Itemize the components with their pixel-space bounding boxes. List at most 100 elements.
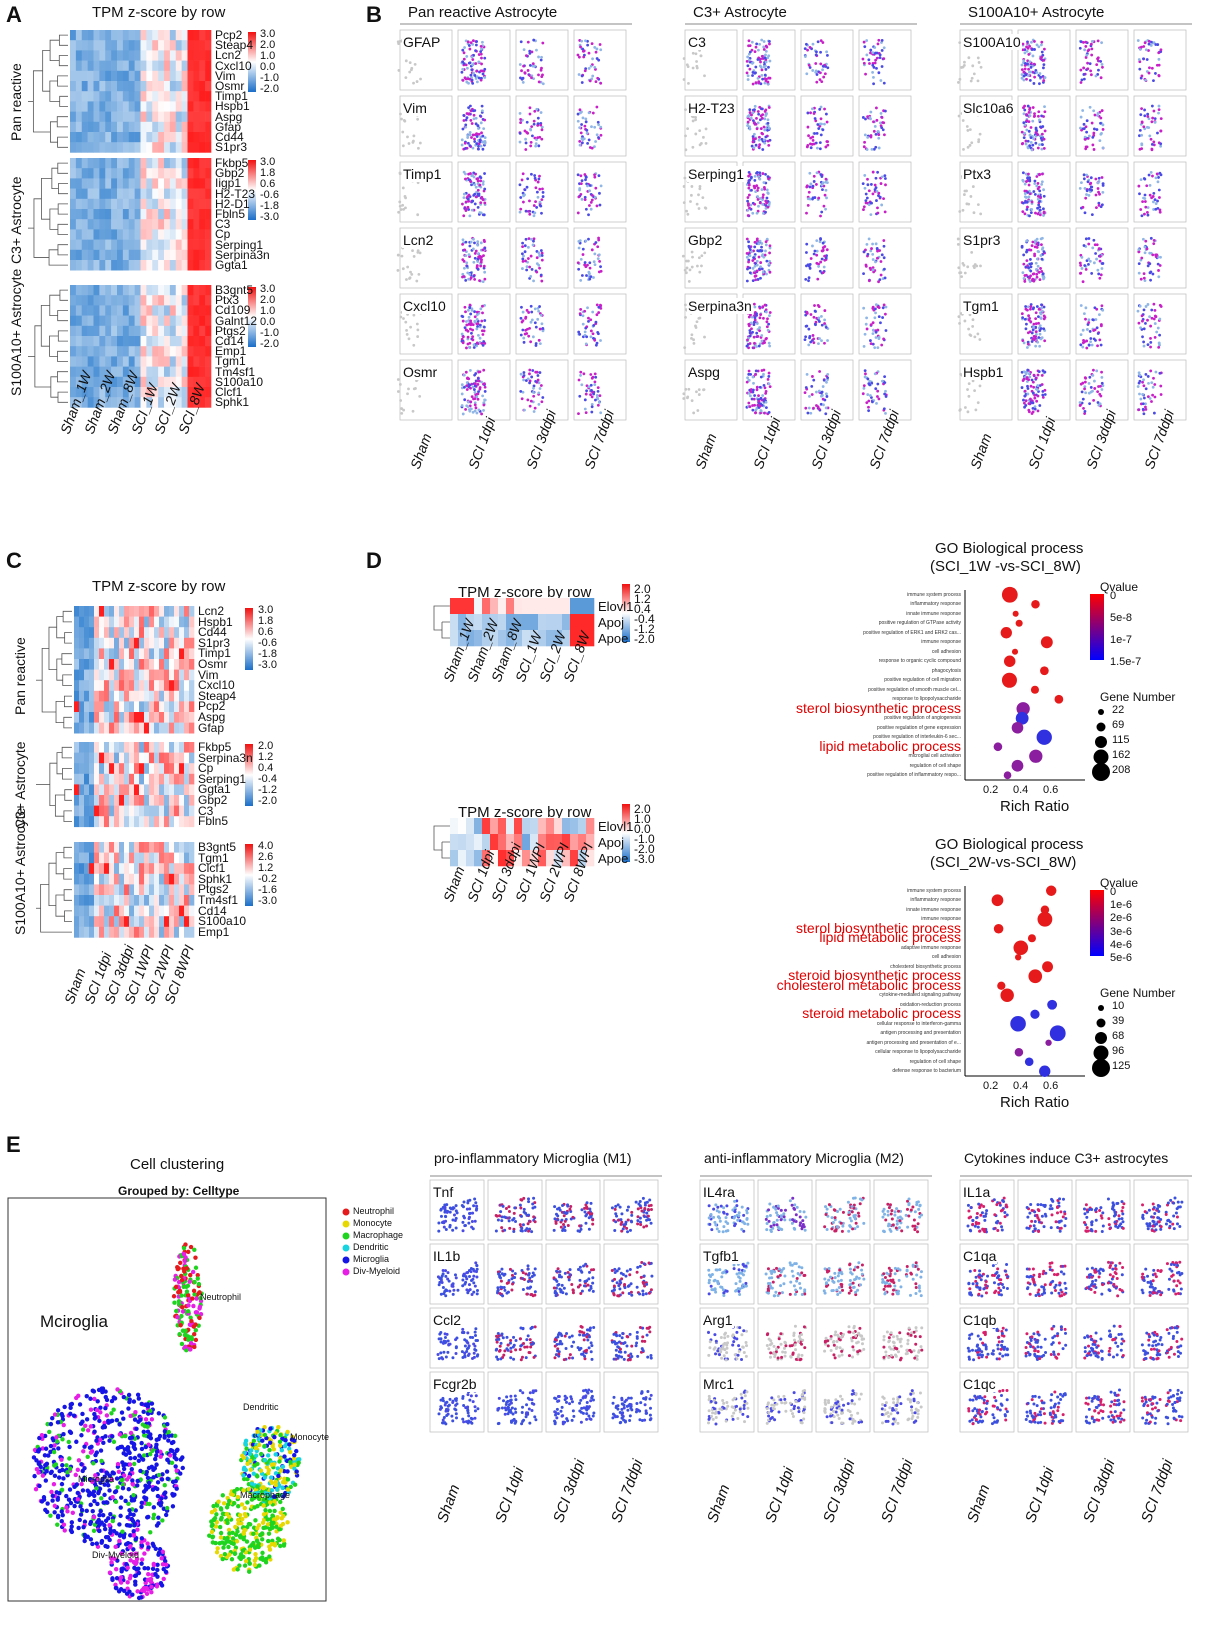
heatmap-cell (111, 101, 118, 112)
cell-point (1080, 78, 1084, 82)
gene-label: C3 (687, 34, 707, 50)
heatmap-cell (179, 712, 185, 723)
heatmap-cell (134, 387, 141, 398)
cell-point (461, 242, 464, 246)
heatmap-cell (105, 40, 112, 51)
heatmap-cell (181, 336, 188, 347)
cell-point (804, 386, 808, 389)
cell-point (754, 45, 758, 49)
cell-point (474, 185, 478, 189)
heatmap-cell (75, 111, 83, 123)
cell-point (1027, 129, 1031, 133)
cell-point (583, 398, 587, 402)
cell-point (1022, 106, 1025, 110)
cell-point (685, 63, 689, 67)
cell-point (1025, 259, 1029, 263)
cell-point (977, 140, 980, 144)
cell-point (876, 170, 880, 174)
heatmap-cell (111, 219, 118, 230)
cell-point (468, 369, 472, 372)
cell-point (1037, 336, 1041, 339)
heatmap-cell (81, 178, 88, 189)
cell-point (821, 271, 825, 275)
cell-point (700, 141, 703, 145)
cell-point (1142, 196, 1145, 200)
cell-point (767, 410, 771, 414)
cell-point (531, 243, 535, 247)
heatmap-cell (164, 752, 170, 764)
cell-point (1042, 207, 1045, 211)
heatmap-cell (144, 712, 150, 723)
cell-point (466, 405, 470, 409)
heatmap-cell (187, 40, 194, 51)
heatmap-cell (70, 387, 77, 398)
heatmap-cell (128, 285, 135, 296)
cell-point (1090, 53, 1094, 57)
cell-point (1159, 48, 1163, 52)
cell-point (528, 63, 532, 67)
heatmap-cell (139, 659, 145, 670)
cell-point (764, 406, 768, 410)
cell-point (473, 241, 476, 245)
cell-point (768, 314, 771, 318)
heatmap-cell (117, 168, 124, 179)
cell-point (1033, 112, 1036, 116)
gene-label: Fkbp5 (215, 156, 249, 170)
cell-point (599, 184, 603, 188)
cell-point (1034, 344, 1038, 348)
heatmap-cell (74, 722, 80, 734)
heatmap-cell (128, 387, 135, 398)
heatmap-cell (164, 168, 171, 179)
cell-point (766, 118, 770, 122)
cell-point (811, 138, 815, 142)
cell-point (1036, 206, 1039, 210)
gene-label: Cxcl10 (215, 58, 252, 73)
heatmap-cell (179, 648, 185, 660)
cell-point (532, 384, 536, 388)
heatmap-cell (164, 295, 171, 306)
cell-point (1031, 47, 1035, 51)
cell-point (479, 50, 483, 54)
heatmap-cell (164, 659, 170, 670)
cell-point (757, 135, 761, 139)
heatmap-cell (105, 387, 112, 398)
heatmap-cell (111, 30, 118, 41)
heatmap-cell (75, 91, 83, 102)
cell-point (1147, 117, 1151, 121)
cell-point (966, 410, 970, 414)
heatmap-cell (81, 397, 88, 408)
cell-point (587, 385, 591, 389)
heatmap-cell (152, 101, 159, 112)
heatmap-cell (164, 239, 171, 251)
cell-point (761, 394, 765, 397)
cell-point (1157, 269, 1160, 272)
cell-point (594, 375, 598, 379)
heatmap-cell (70, 30, 77, 41)
cell-point (971, 325, 975, 328)
heatmap-cell (175, 305, 182, 316)
cell-point (599, 411, 603, 415)
heatmap-cell (87, 229, 94, 240)
heatmap-cell (199, 285, 206, 296)
heatmap-cell (81, 60, 88, 72)
cell-point (475, 313, 479, 317)
heatmap-cell (89, 627, 95, 639)
cell-point (1032, 325, 1035, 329)
heatmap-cell (154, 690, 160, 702)
cell-point (748, 108, 752, 112)
cell-point (862, 272, 865, 275)
heatmap-cell (169, 132, 177, 143)
heatmap-cell (105, 50, 112, 61)
cell-point (872, 65, 876, 69)
cell-point (808, 66, 812, 69)
cell-point (753, 104, 757, 108)
cell-point (538, 266, 541, 270)
cell-point (483, 390, 487, 393)
heatmap-cell (93, 397, 100, 408)
cell-point (475, 341, 479, 345)
heatmap-cell (181, 132, 188, 143)
cell-point (598, 203, 602, 207)
cell-point (470, 78, 474, 82)
feature-plot-frame (800, 29, 854, 91)
heatmap-cell (175, 295, 182, 306)
